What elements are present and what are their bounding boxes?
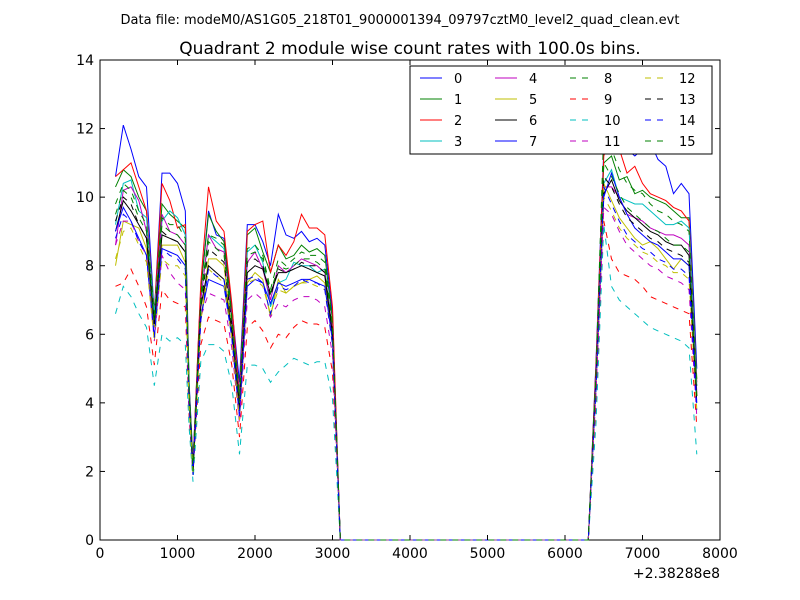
y-tick-label: 6 xyxy=(85,327,94,343)
data-file-suptitle: Data file: modeM0/AS1G05_218T01_90000013… xyxy=(121,13,680,28)
series-line-3 xyxy=(115,168,698,541)
series-line-9 xyxy=(115,221,698,541)
y-tick-label: 2 xyxy=(85,464,94,480)
x-tick-label: 0 xyxy=(96,546,105,562)
x-tick-label: 4000 xyxy=(392,546,428,562)
series-line-7 xyxy=(115,171,698,541)
legend-label-13: 13 xyxy=(679,93,696,108)
x-tick-label: 7000 xyxy=(625,546,661,562)
series-line-5 xyxy=(115,183,698,541)
legend-label-10: 10 xyxy=(604,114,621,129)
x-tick-label: 6000 xyxy=(547,546,583,562)
legend-label-3: 3 xyxy=(454,135,462,150)
legend-label-9: 9 xyxy=(604,93,612,108)
legend-label-6: 6 xyxy=(529,114,537,129)
series-line-2 xyxy=(115,130,698,541)
y-tick-label: 4 xyxy=(85,396,94,412)
y-tick-label: 12 xyxy=(76,122,94,138)
legend-label-14: 14 xyxy=(679,114,696,129)
legend-label-8: 8 xyxy=(604,72,612,87)
y-tick-label: 8 xyxy=(85,259,94,275)
legend-label-0: 0 xyxy=(454,72,462,87)
x-tick-label: 8000 xyxy=(702,546,738,562)
x-tick-label: 2000 xyxy=(237,546,273,562)
legend-label-2: 2 xyxy=(454,114,462,129)
x-tick-label: 1000 xyxy=(160,546,196,562)
legend-label-11: 11 xyxy=(604,135,621,150)
y-tick-label: 14 xyxy=(76,53,94,69)
legend-label-12: 12 xyxy=(679,72,696,87)
y-tick-label: 0 xyxy=(85,533,94,549)
x-offset-label: +2.38288e8 xyxy=(633,566,720,582)
y-tick-label: 10 xyxy=(76,190,94,206)
series-line-15 xyxy=(115,161,698,541)
legend-label-1: 1 xyxy=(454,93,462,108)
series-line-10 xyxy=(115,224,698,541)
series-line-13 xyxy=(115,175,698,541)
legend-frame xyxy=(409,65,713,155)
chart-title: Quadrant 2 module wise count rates with … xyxy=(179,39,640,59)
legend-label-4: 4 xyxy=(529,72,537,87)
series-line-14 xyxy=(115,186,698,541)
x-tick-label: 3000 xyxy=(315,546,351,562)
series-line-12 xyxy=(115,195,698,541)
tick-layer: 0 1000 2000 3000 4000 5000 6000 7000 80000246810… xyxy=(76,53,738,562)
x-tick-label: 5000 xyxy=(470,546,506,562)
legend-label-5: 5 xyxy=(529,93,537,108)
series-line-8 xyxy=(115,128,698,541)
series-line-11 xyxy=(115,206,698,541)
legend-label-15: 15 xyxy=(679,135,696,150)
legend-label-7: 7 xyxy=(529,135,537,150)
